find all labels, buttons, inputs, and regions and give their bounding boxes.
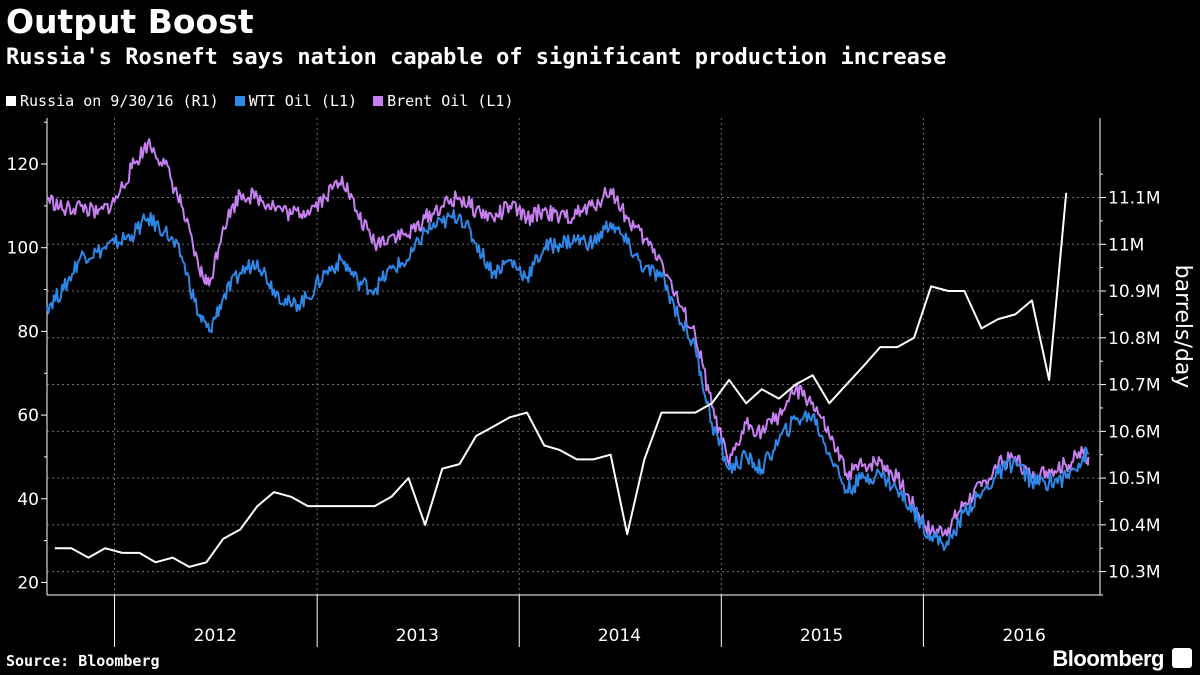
chart-subtitle: Russia's Rosneft says nation capable of … bbox=[6, 45, 947, 70]
left-tick-label-1: 40 bbox=[17, 490, 39, 510]
series-line-brent bbox=[46, 138, 1090, 537]
right-tick-label-8: 11.1M bbox=[1108, 189, 1161, 209]
right-tick-label-6: 10.9M bbox=[1108, 282, 1161, 302]
right-tick-label-1: 10.4M bbox=[1108, 516, 1161, 536]
right-tick-label-2: 10.5M bbox=[1108, 469, 1161, 489]
x-tick-label-2012: 2012 bbox=[194, 626, 237, 646]
x-tick-label-2015: 2015 bbox=[800, 626, 843, 646]
bloomberg-logo: Bloomberg bbox=[1052, 646, 1164, 671]
legend-item-brent: Brent Oil (L1) bbox=[373, 92, 514, 110]
legend: Russia on 9/30/16 (R1) WTI Oil (L1) Bren… bbox=[6, 92, 514, 110]
right-tick-label-0: 10.3M bbox=[1108, 563, 1161, 583]
right-tick-label-3: 10.6M bbox=[1108, 422, 1161, 442]
left-tick-label-0: 20 bbox=[17, 573, 39, 593]
left-tick-label-4: 100 bbox=[7, 239, 39, 259]
x-tick-label-2016: 2016 bbox=[1003, 626, 1046, 646]
legend-item-wti: WTI Oil (L1) bbox=[234, 92, 358, 110]
series-line-wti bbox=[46, 209, 1090, 551]
right-tick-label-5: 10.8M bbox=[1108, 329, 1161, 349]
chart-title: Output Boost bbox=[6, 2, 254, 41]
x-tick-label-2014: 2014 bbox=[598, 626, 641, 646]
legend-label-russia: Russia on 9/30/16 (R1) bbox=[20, 92, 219, 110]
source-note: Source: Bloomberg bbox=[6, 652, 160, 670]
left-tick-label-2: 60 bbox=[17, 406, 39, 426]
left-tick-label-5: 120 bbox=[7, 155, 39, 175]
series-line-russia bbox=[54, 192, 1068, 568]
legend-swatch-wti bbox=[234, 96, 245, 106]
legend-swatch-russia bbox=[6, 96, 16, 106]
right-tick-label-4: 10.7M bbox=[1108, 376, 1161, 396]
legend-swatch-brent bbox=[373, 96, 384, 106]
legend-label-brent: Brent Oil (L1) bbox=[387, 92, 514, 110]
x-tick-label-2013: 2013 bbox=[396, 626, 439, 646]
right-tick-label-7: 11M bbox=[1108, 235, 1144, 255]
left-tick-label-3: 80 bbox=[17, 322, 39, 342]
bloomberg-mark-icon bbox=[1172, 648, 1192, 668]
right-axis-title: barrels/day bbox=[1170, 265, 1195, 389]
legend-label-wti: WTI Oil (L1) bbox=[248, 92, 358, 110]
legend-item-russia: Russia on 9/30/16 (R1) bbox=[6, 92, 219, 110]
